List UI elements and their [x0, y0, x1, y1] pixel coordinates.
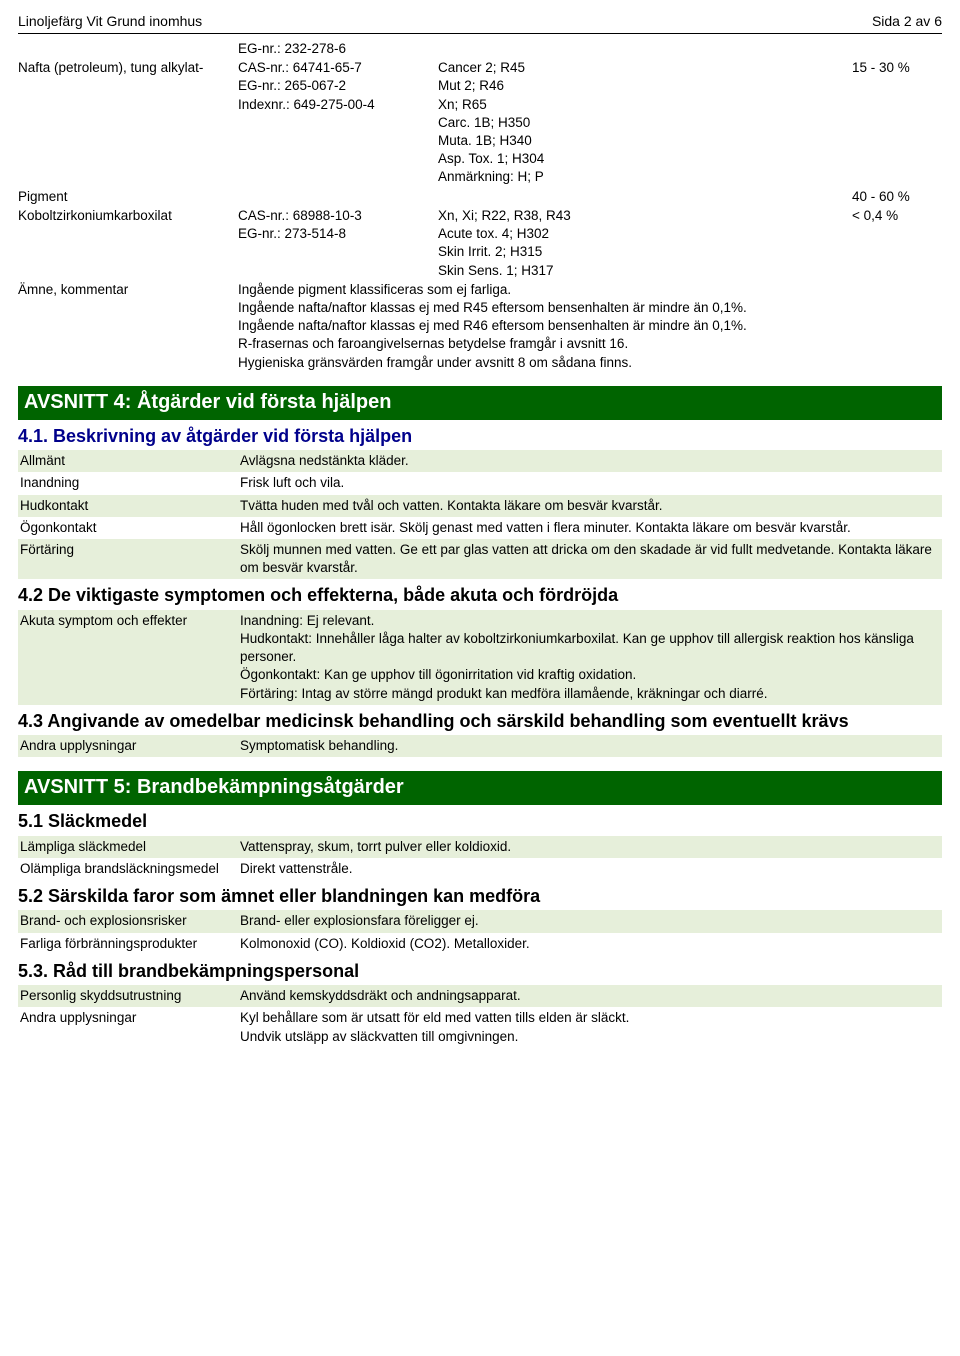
ingredient-hazard	[438, 40, 852, 58]
field-row: Andra upplysningar Kyl behållare som är …	[18, 1007, 942, 1047]
ingredient-ids	[238, 188, 438, 206]
field-row: Farliga förbränningsprodukter Kolmonoxid…	[18, 933, 942, 955]
field-value: Avlägsna nedstänkta kläder.	[240, 452, 942, 470]
field-value: Kolmonoxid (CO). Koldioxid (CO2). Metall…	[240, 935, 942, 953]
ingredient-name: Pigment	[18, 188, 238, 206]
field-value: Brand- eller explosionsfara föreligger e…	[240, 912, 942, 930]
section5-3-fields: Personlig skyddsutrustning Använd kemsky…	[18, 985, 942, 1048]
ingredient-percent: < 0,4 %	[852, 207, 942, 280]
field-label: Ögonkontakt	[20, 519, 240, 537]
field-label: Andra upplysningar	[20, 1009, 240, 1045]
table-row: Pigment 40 - 60 %	[18, 188, 942, 206]
ingredient-hazard: Cancer 2; R45 Mut 2; R46 Xn; R65 Carc. 1…	[438, 59, 852, 187]
section5-3-title: 5.3. Råd till brandbekämpningspersonal	[18, 959, 942, 983]
field-row: Olämpliga brandsläckningsmedel Direkt va…	[18, 858, 942, 880]
section5-1-title: 5.1 Släckmedel	[18, 809, 942, 833]
motivation-label: Ämne, kommentar	[18, 281, 238, 372]
field-label: Akuta symptom och effekter	[20, 612, 240, 703]
field-row: Personlig skyddsutrustning Använd kemsky…	[18, 985, 942, 1007]
ingredient-ids: EG-nr.: 232-278-6	[238, 40, 438, 58]
field-row: Hudkontakt Tvätta huden med tvål och vat…	[18, 495, 942, 517]
field-label: Lämpliga släckmedel	[20, 838, 240, 856]
section4-1-title: 4.1. Beskrivning av åtgärder vid första …	[18, 424, 942, 448]
field-value: Vattenspray, skum, torrt pulver eller ko…	[240, 838, 942, 856]
ingredient-hazard	[438, 188, 852, 206]
table-row: Koboltzirkoniumkarboxilat CAS-nr.: 68988…	[18, 207, 942, 280]
field-value: Inandning: Ej relevant. Hudkontakt: Inne…	[240, 612, 942, 703]
ingredients-table: EG-nr.: 232-278-6 Nafta (petroleum), tun…	[18, 40, 942, 372]
field-row: Förtäring Skölj munnen med vatten. Ge et…	[18, 539, 942, 579]
table-row: EG-nr.: 232-278-6	[18, 40, 942, 58]
section5-2-title: 5.2 Särskilda faror som ämnet eller blan…	[18, 884, 942, 908]
ingredient-hazard: Xn, Xi; R22, R38, R43 Acute tox. 4; H302…	[438, 207, 852, 280]
field-value: Skölj munnen med vatten. Ge ett par glas…	[240, 541, 942, 577]
field-value: Frisk luft och vila.	[240, 474, 942, 492]
table-row: Nafta (petroleum), tung alkylat- CAS-nr.…	[18, 59, 942, 187]
field-row: Ögonkontakt Håll ögonlocken brett isär. …	[18, 517, 942, 539]
field-label: Hudkontakt	[20, 497, 240, 515]
page-header: Linoljefärg Vit Grund inomhus Sida 2 av …	[18, 12, 942, 34]
field-row: Allmänt Avlägsna nedstänkta kläder.	[18, 450, 942, 472]
page-number: Sida 2 av 6	[872, 12, 942, 31]
field-label: Andra upplysningar	[20, 737, 240, 755]
field-value: Direkt vattenstråle.	[240, 860, 942, 878]
field-value: Kyl behållare som är utsatt för eld med …	[240, 1009, 942, 1045]
field-row: Lämpliga släckmedel Vattenspray, skum, t…	[18, 836, 942, 858]
field-row: Andra upplysningar Symptomatisk behandli…	[18, 735, 942, 757]
section4-3-fields: Andra upplysningar Symptomatisk behandli…	[18, 735, 942, 757]
field-value: Tvätta huden med tvål och vatten. Kontak…	[240, 497, 942, 515]
field-value: Symptomatisk behandling.	[240, 737, 942, 755]
ingredient-percent	[852, 40, 942, 58]
field-value: Håll ögonlocken brett isär. Skölj genast…	[240, 519, 942, 537]
field-label: Förtäring	[20, 541, 240, 577]
ingredient-ids: CAS-nr.: 64741-65-7 EG-nr.: 265-067-2 In…	[238, 59, 438, 187]
field-label: Allmänt	[20, 452, 240, 470]
section4-title: AVSNITT 4: Åtgärder vid första hjälpen	[18, 386, 942, 420]
section4-1-fields: Allmänt Avlägsna nedstänkta kläder. Inan…	[18, 450, 942, 579]
section4-3-title: 4.3 Angivande av omedelbar medicinsk beh…	[18, 709, 942, 733]
field-row: Akuta symptom och effekter Inandning: Ej…	[18, 610, 942, 705]
section4-2-title: 4.2 De viktigaste symptomen och effekter…	[18, 583, 942, 607]
section5-2-fields: Brand- och explosionsrisker Brand- eller…	[18, 910, 942, 954]
ingredient-percent: 40 - 60 %	[852, 188, 942, 206]
ingredient-motivation: Ämne, kommentar Ingående pigment klassif…	[18, 281, 942, 372]
ingredient-ids: CAS-nr.: 68988-10-3 EG-nr.: 273-514-8	[238, 207, 438, 280]
section5-title: AVSNITT 5: Brandbekämpningsåtgärder	[18, 771, 942, 805]
field-label: Olämpliga brandsläckningsmedel	[20, 860, 240, 878]
ingredient-name: Nafta (petroleum), tung alkylat-	[18, 59, 238, 187]
section4-2-fields: Akuta symptom och effekter Inandning: Ej…	[18, 610, 942, 705]
field-label: Farliga förbränningsprodukter	[20, 935, 240, 953]
field-value: Använd kemskyddsdräkt och andningsappara…	[240, 987, 942, 1005]
field-label: Brand- och explosionsrisker	[20, 912, 240, 930]
field-row: Inandning Frisk luft och vila.	[18, 472, 942, 494]
field-row: Brand- och explosionsrisker Brand- eller…	[18, 910, 942, 932]
ingredient-percent: 15 - 30 %	[852, 59, 942, 187]
field-label: Personlig skyddsutrustning	[20, 987, 240, 1005]
motivation-text: Ingående pigment klassificeras som ej fa…	[238, 281, 942, 372]
product-name: Linoljefärg Vit Grund inomhus	[18, 12, 202, 31]
field-label: Inandning	[20, 474, 240, 492]
section5-1-fields: Lämpliga släckmedel Vattenspray, skum, t…	[18, 836, 942, 880]
ingredient-name: Koboltzirkoniumkarboxilat	[18, 207, 238, 280]
ingredient-name	[18, 40, 238, 58]
